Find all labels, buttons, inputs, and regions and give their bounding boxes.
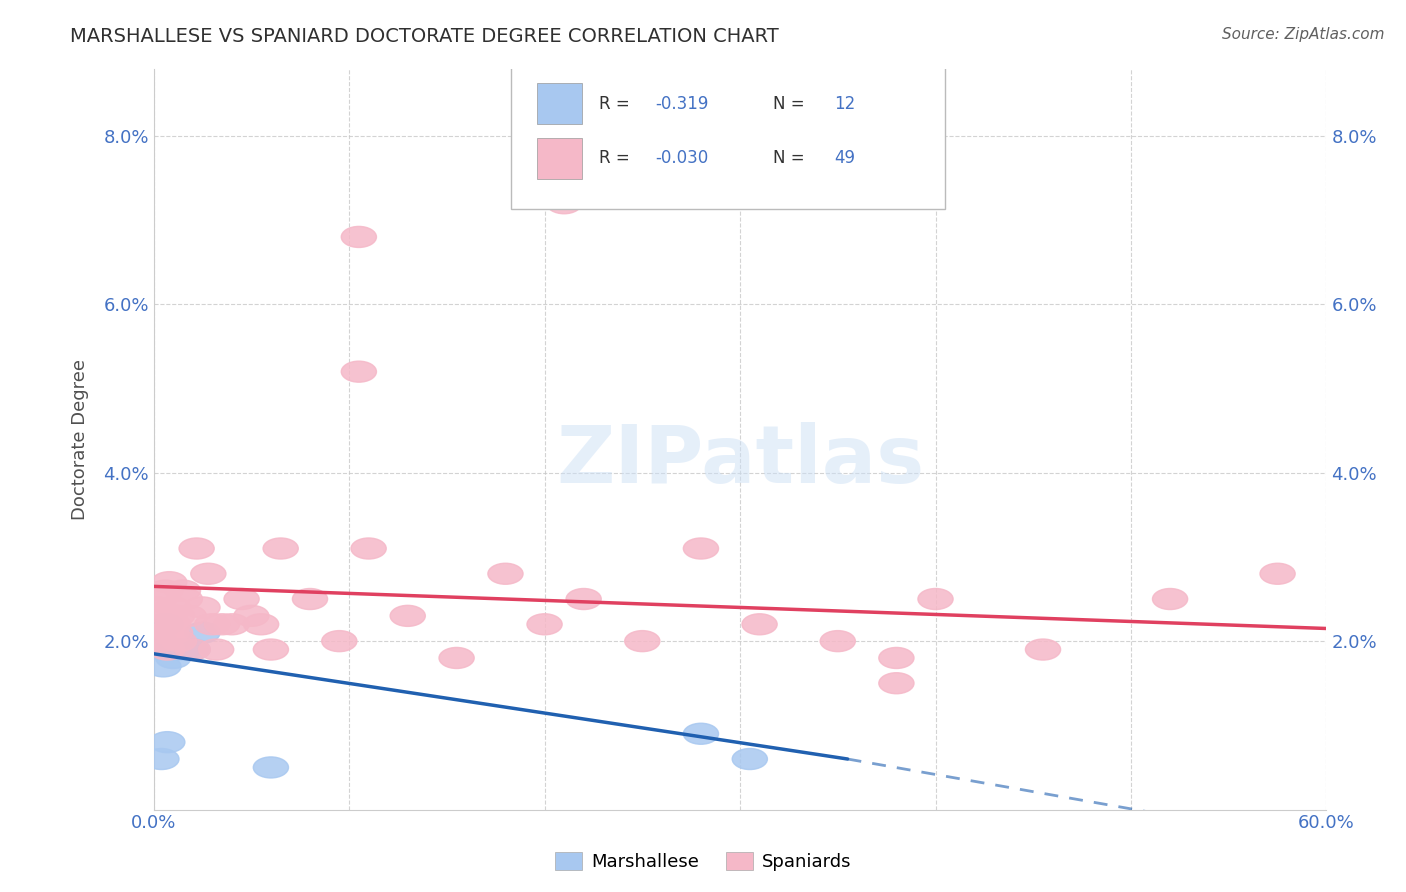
Ellipse shape [263,538,298,559]
Ellipse shape [141,597,176,618]
Ellipse shape [156,614,191,635]
Ellipse shape [146,614,181,635]
Ellipse shape [153,623,188,643]
Text: -0.319: -0.319 [655,95,709,112]
Ellipse shape [1153,589,1188,609]
Text: MARSHALLESE VS SPANIARD DOCTORATE DEGREE CORRELATION CHART: MARSHALLESE VS SPANIARD DOCTORATE DEGREE… [70,27,779,45]
Ellipse shape [253,757,288,778]
Ellipse shape [156,597,191,618]
Text: ZIPatlas: ZIPatlas [555,422,924,500]
Ellipse shape [683,538,718,559]
Text: -0.030: -0.030 [655,149,709,167]
Ellipse shape [342,227,377,247]
Ellipse shape [186,623,221,643]
Ellipse shape [243,614,278,635]
Text: 49: 49 [834,149,855,167]
Ellipse shape [879,648,914,668]
Ellipse shape [1025,639,1060,660]
Ellipse shape [742,614,778,635]
Ellipse shape [352,538,387,559]
Ellipse shape [322,631,357,652]
Ellipse shape [186,597,221,618]
Ellipse shape [176,639,211,660]
Ellipse shape [157,623,193,643]
Ellipse shape [167,589,202,609]
Ellipse shape [149,731,186,753]
Ellipse shape [683,723,718,744]
Ellipse shape [488,563,523,584]
Ellipse shape [224,589,259,609]
Ellipse shape [191,563,226,584]
Text: Source: ZipAtlas.com: Source: ZipAtlas.com [1222,27,1385,42]
FancyBboxPatch shape [537,83,582,124]
Ellipse shape [204,614,239,635]
Text: R =: R = [599,149,636,167]
Ellipse shape [148,623,183,643]
FancyBboxPatch shape [512,65,945,210]
Ellipse shape [176,639,211,660]
Ellipse shape [149,639,186,660]
Ellipse shape [179,538,214,559]
Text: R =: R = [599,95,636,112]
Ellipse shape [527,614,562,635]
Ellipse shape [439,648,474,668]
Ellipse shape [1260,563,1295,584]
Ellipse shape [152,572,187,592]
Ellipse shape [342,361,377,382]
Ellipse shape [159,606,194,626]
Ellipse shape [214,614,249,635]
Ellipse shape [624,631,659,652]
Ellipse shape [172,606,207,626]
Ellipse shape [233,606,269,626]
Ellipse shape [194,614,229,635]
Y-axis label: Doctorate Degree: Doctorate Degree [72,359,89,519]
Text: N =: N = [773,95,810,112]
Ellipse shape [156,648,191,668]
Ellipse shape [567,589,602,609]
Text: N =: N = [773,149,810,167]
Ellipse shape [143,748,179,770]
Ellipse shape [292,589,328,609]
Ellipse shape [253,639,288,660]
Ellipse shape [547,193,582,214]
Ellipse shape [142,631,177,652]
Ellipse shape [146,656,181,677]
Ellipse shape [166,580,201,601]
Text: 12: 12 [834,95,855,112]
Ellipse shape [152,606,187,626]
Ellipse shape [389,606,426,626]
Ellipse shape [166,639,201,660]
Ellipse shape [918,589,953,609]
Ellipse shape [143,631,179,652]
Ellipse shape [148,614,183,635]
Ellipse shape [879,673,914,694]
FancyBboxPatch shape [537,137,582,178]
Ellipse shape [733,748,768,770]
Ellipse shape [162,631,197,652]
Ellipse shape [820,631,855,652]
Ellipse shape [142,589,177,609]
Legend: Marshallese, Spaniards: Marshallese, Spaniards [547,845,859,879]
Ellipse shape [148,580,183,601]
Ellipse shape [198,639,233,660]
